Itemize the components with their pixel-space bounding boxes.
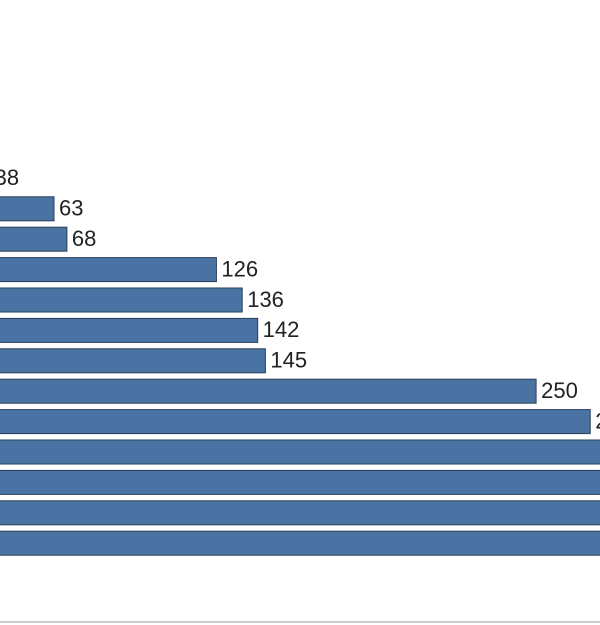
value-label: 145 bbox=[270, 348, 307, 373]
bar bbox=[0, 196, 55, 222]
bar bbox=[0, 378, 537, 404]
bar bbox=[0, 500, 600, 526]
value-label: 126 bbox=[221, 256, 258, 281]
value-label: 250 bbox=[541, 378, 578, 403]
bar bbox=[0, 409, 591, 435]
value-label: 142 bbox=[263, 317, 300, 342]
value-label: 136 bbox=[247, 287, 284, 312]
value-label: 38 bbox=[0, 165, 19, 190]
bar bbox=[0, 287, 243, 313]
bar bbox=[0, 257, 217, 283]
bar bbox=[0, 469, 600, 495]
value-label: 63 bbox=[59, 196, 83, 221]
value-label: 271 bbox=[595, 408, 600, 433]
bar bbox=[0, 226, 68, 252]
value-label: 68 bbox=[72, 226, 96, 251]
bar bbox=[0, 317, 259, 343]
bar bbox=[0, 439, 600, 465]
value-label: 31 bbox=[0, 135, 1, 160]
bar bbox=[0, 530, 600, 556]
bar bbox=[0, 348, 266, 374]
